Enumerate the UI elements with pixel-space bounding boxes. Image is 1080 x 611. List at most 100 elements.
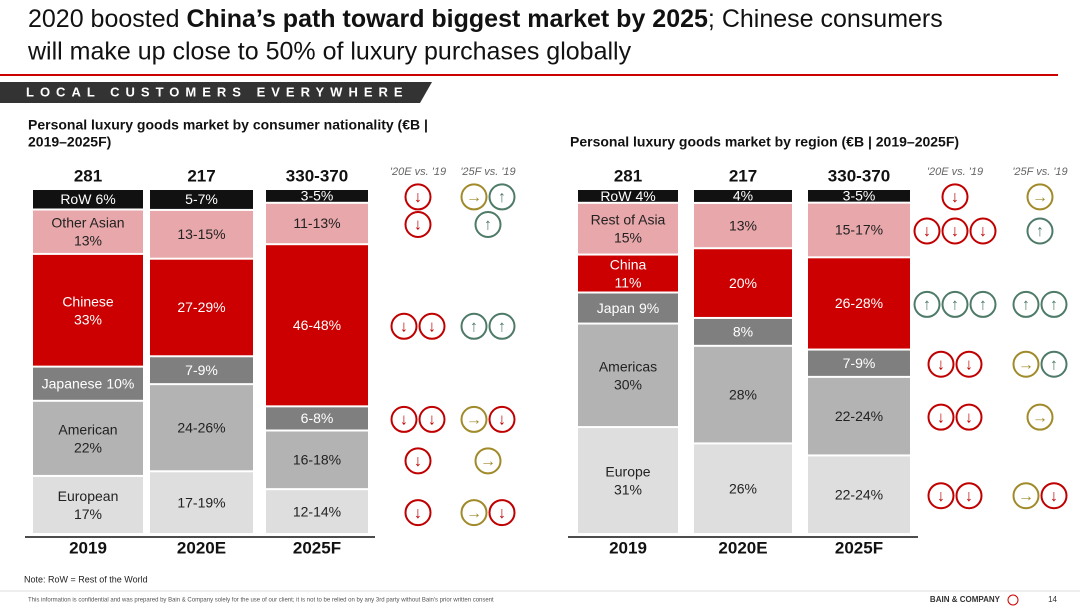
x-tick-label: 2020E bbox=[177, 538, 226, 557]
x-tick-label: 2019 bbox=[69, 538, 107, 557]
value-label: 16-18% bbox=[293, 452, 341, 468]
brand-logo bbox=[1007, 594, 1019, 606]
segment-label: RoW 6% bbox=[60, 191, 115, 207]
trend-circle bbox=[488, 405, 516, 433]
trend-arrow: → bbox=[466, 412, 482, 429]
bar-segment bbox=[150, 259, 253, 356]
trend-circle bbox=[488, 312, 516, 340]
trend-circle bbox=[955, 350, 983, 378]
total-label: 217 bbox=[729, 166, 757, 185]
trend-circle bbox=[404, 499, 432, 527]
bar-segment bbox=[266, 190, 368, 202]
trend-arrow: → bbox=[1032, 409, 1048, 426]
value-label: 3-5% bbox=[843, 188, 876, 204]
trend-circle bbox=[955, 482, 983, 510]
trend-arrow: → bbox=[480, 453, 496, 470]
value-label: 15% bbox=[614, 229, 642, 245]
bar-segment bbox=[578, 293, 678, 323]
bar-segment bbox=[578, 324, 678, 427]
value-label: 24-26% bbox=[177, 419, 225, 435]
trend-arrow: ↓ bbox=[965, 356, 973, 373]
trend-arrow: → bbox=[1018, 356, 1034, 373]
trend-circle bbox=[1026, 183, 1054, 211]
trend-circle bbox=[1040, 482, 1068, 510]
value-label: 5-7% bbox=[185, 191, 218, 207]
bar-segment bbox=[694, 318, 792, 345]
segment-label: Japanese 10% bbox=[42, 375, 135, 391]
value-label: 11% bbox=[615, 274, 642, 290]
trend-circle bbox=[913, 290, 941, 318]
bar-segment bbox=[150, 190, 253, 209]
trend-arrow: ↓ bbox=[951, 189, 959, 206]
bar-segment bbox=[266, 407, 368, 430]
trend-arrow: ↑ bbox=[498, 189, 506, 206]
series-name: Rest of Asia bbox=[591, 211, 666, 227]
trend-arrow: → bbox=[466, 505, 482, 522]
trend-header: '20E vs. '19 bbox=[927, 166, 983, 178]
value-label: 13% bbox=[74, 232, 102, 248]
value-label: 13-15% bbox=[177, 226, 225, 242]
trend-arrow: ↓ bbox=[965, 488, 973, 505]
series-name: Chinese bbox=[62, 293, 114, 309]
segment-label: European 17% bbox=[58, 488, 119, 522]
segment-label: American 22% bbox=[58, 421, 117, 455]
segment-label: China 11% bbox=[610, 256, 647, 290]
bar-segment bbox=[266, 245, 368, 406]
value-label: 22% bbox=[74, 439, 102, 455]
bar-segment bbox=[808, 258, 910, 349]
trend-arrow: ↑ bbox=[951, 297, 959, 314]
trend-header: '25F vs. '19 bbox=[460, 166, 515, 178]
trend-arrow: ↓ bbox=[414, 505, 422, 522]
series-name: Europe bbox=[605, 463, 650, 479]
bar-segment bbox=[808, 350, 910, 376]
value-label: 9% bbox=[639, 300, 659, 316]
value-label: 8% bbox=[733, 324, 753, 340]
note: Note: RoW = Rest of the World bbox=[24, 574, 148, 584]
trend-arrow: ↓ bbox=[937, 488, 945, 505]
bar-segment bbox=[578, 255, 678, 292]
trend-circle bbox=[927, 350, 955, 378]
trend-header: '20E vs. '19 bbox=[390, 166, 446, 178]
trend-arrow: ↓ bbox=[937, 409, 945, 426]
trend-arrow: ↓ bbox=[414, 217, 422, 234]
segment-label: Japan 9% bbox=[597, 300, 659, 316]
trend-circle bbox=[941, 217, 969, 245]
series-name: Japan bbox=[597, 300, 635, 316]
trend-arrow: ↓ bbox=[498, 412, 506, 429]
trend-arrow: ↓ bbox=[498, 505, 506, 522]
value-label: 15-17% bbox=[835, 222, 883, 238]
trend-header: '25F vs. '19 bbox=[1012, 166, 1067, 178]
total-label: 281 bbox=[614, 166, 642, 185]
trend-arrow: ↑ bbox=[484, 217, 492, 234]
trend-arrow: ↓ bbox=[428, 412, 436, 429]
value-label: 33% bbox=[74, 311, 102, 327]
trend-circle bbox=[404, 183, 432, 211]
trend-circle bbox=[404, 447, 432, 475]
value-label: 27-29% bbox=[177, 299, 225, 315]
segment-label: Chinese 33% bbox=[62, 293, 114, 327]
trend-circle bbox=[390, 312, 418, 340]
trend-arrow: ↑ bbox=[979, 297, 987, 314]
trend-arrow: ↑ bbox=[498, 318, 506, 335]
trend-circle bbox=[955, 403, 983, 431]
trend-circle bbox=[418, 405, 446, 433]
value-label: 46-48% bbox=[293, 317, 341, 333]
x-tick-label: 2019 bbox=[609, 538, 647, 557]
segment-label: Rest of Asia 15% bbox=[591, 211, 666, 245]
value-label: 17-19% bbox=[177, 494, 225, 510]
bar-segment bbox=[150, 472, 253, 533]
bar-segment bbox=[266, 431, 368, 489]
series-name: China bbox=[610, 256, 647, 272]
trend-arrow: ↑ bbox=[923, 297, 931, 314]
trend-circle bbox=[1012, 290, 1040, 318]
bar-segment bbox=[150, 357, 253, 384]
title-part: ; Chinese consumers bbox=[708, 5, 943, 33]
trend-arrow: ↑ bbox=[470, 318, 478, 335]
trend-arrow: → bbox=[1018, 488, 1034, 505]
value-label: 7-9% bbox=[185, 362, 218, 378]
total-label: 281 bbox=[74, 166, 102, 185]
trend-circle bbox=[969, 290, 997, 318]
chart-title: 2019–2025F) bbox=[28, 134, 111, 150]
value-label: 12-14% bbox=[293, 503, 341, 519]
